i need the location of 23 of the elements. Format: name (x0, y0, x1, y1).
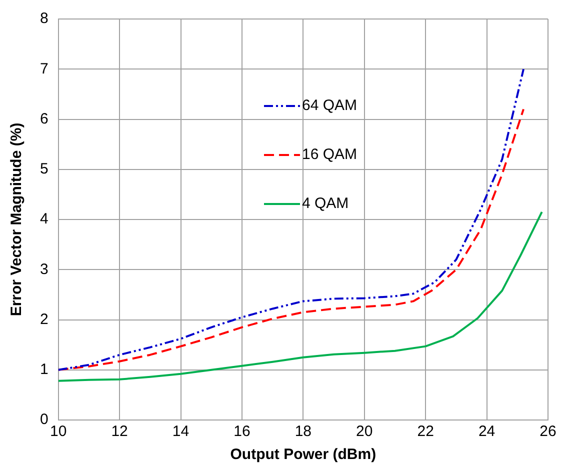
x-axis-title: Output Power (dBm) (230, 446, 376, 464)
legend-label: 16 QAM (302, 146, 358, 164)
x-tick-label: 18 (294, 423, 312, 440)
y-tick-label: 3 (40, 260, 48, 278)
legend-label: 64 QAM (302, 97, 358, 114)
y-axis-title: Error Vector Magnitude (%) (8, 122, 26, 316)
x-tick-label: 20 (356, 423, 373, 440)
y-tick-label: 2 (40, 310, 48, 328)
y-tick-label: 5 (40, 160, 48, 178)
x-tick-label: 22 (417, 423, 434, 440)
y-tick-label: 0 (40, 411, 48, 428)
x-tick-label: 26 (540, 423, 556, 440)
legend-label: 4 QAM (302, 195, 349, 212)
x-tick-label: 14 (172, 423, 190, 440)
y-tick-label: 7 (40, 60, 48, 78)
x-tick-label: 12 (111, 423, 128, 440)
x-tick-label: 16 (234, 423, 250, 440)
y-tick-label: 8 (40, 10, 48, 28)
x-tick-label: 10 (50, 423, 67, 440)
y-tick-label: 6 (40, 110, 48, 128)
x-tick-label: 24 (478, 423, 496, 440)
y-tick-label: 4 (40, 210, 48, 228)
y-tick-label: 1 (40, 361, 48, 378)
